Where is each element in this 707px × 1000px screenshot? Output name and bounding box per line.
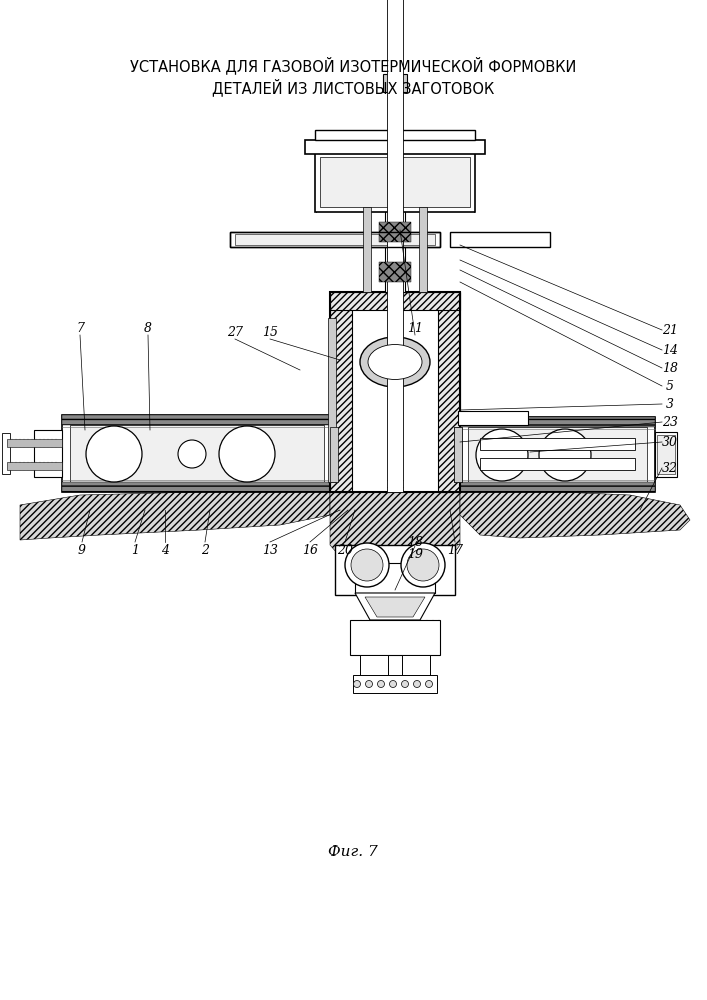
Text: Фиг. 7: Фиг. 7 (328, 845, 378, 859)
Circle shape (539, 429, 591, 481)
Bar (350, 620, 440, 655)
Bar (458, 411, 528, 425)
Bar (363, 207, 371, 292)
Text: 20: 20 (337, 544, 353, 556)
Text: 7: 7 (76, 322, 84, 334)
Circle shape (86, 426, 142, 482)
Bar (62, 415, 332, 492)
Bar (62, 482, 332, 492)
Circle shape (390, 680, 397, 688)
Bar (335, 545, 455, 595)
Bar (454, 427, 462, 482)
Bar (388, 80, 402, 130)
Bar (330, 292, 460, 310)
Text: 23: 23 (662, 416, 678, 428)
Bar (379, 262, 411, 282)
Text: 9: 9 (78, 544, 86, 556)
Circle shape (351, 549, 383, 581)
Text: 21: 21 (662, 324, 678, 336)
Ellipse shape (368, 344, 422, 379)
Circle shape (354, 680, 361, 688)
Text: 11: 11 (407, 322, 423, 334)
Text: УСТАНОВКА ДЛЯ ГАЗОВОЙ ИЗОТЕРМИЧЕСКОЙ ФОРМОВКИ: УСТАНОВКА ДЛЯ ГАЗОВОЙ ИЗОТЕРМИЧЕСКОЙ ФОР… (130, 56, 576, 74)
Text: 30: 30 (662, 436, 678, 448)
Text: 17: 17 (447, 544, 463, 556)
Bar (657, 435, 675, 474)
Bar (34, 430, 62, 477)
Ellipse shape (360, 337, 430, 387)
Text: 1: 1 (131, 544, 139, 556)
Bar (454, 427, 462, 482)
Circle shape (178, 440, 206, 468)
Text: 15: 15 (262, 326, 278, 338)
Polygon shape (355, 593, 435, 620)
Circle shape (401, 543, 445, 587)
Bar (315, 152, 475, 212)
Text: ДЕТАЛЕЙ ИЗ ЛИСТОВЫХ ЗАГОТОВОК: ДЕТАЛЕЙ ИЗ ЛИСТОВЫХ ЗАГОТОВОК (212, 78, 494, 96)
Bar (305, 140, 485, 154)
Bar (379, 222, 411, 242)
Bar (480, 458, 635, 470)
Bar (460, 482, 655, 492)
Bar (353, 675, 437, 693)
Circle shape (366, 680, 373, 688)
Bar (402, 655, 430, 675)
Bar (655, 432, 677, 477)
Circle shape (378, 680, 385, 688)
Bar (460, 417, 655, 427)
Text: 18: 18 (662, 361, 678, 374)
Circle shape (402, 680, 409, 688)
Bar (450, 232, 550, 247)
Bar (352, 310, 438, 492)
Text: 13: 13 (262, 544, 278, 556)
Bar (468, 427, 647, 482)
Text: 3: 3 (666, 397, 674, 410)
Bar (387, 0, 403, 492)
Text: 32: 32 (662, 462, 678, 475)
Bar (320, 157, 470, 207)
Circle shape (426, 680, 433, 688)
Bar (355, 563, 435, 593)
Circle shape (345, 543, 389, 587)
Bar (383, 74, 407, 92)
Text: 5: 5 (666, 379, 674, 392)
Bar (438, 292, 460, 492)
Text: 27: 27 (227, 326, 243, 338)
Bar (330, 292, 460, 492)
Polygon shape (20, 492, 330, 540)
Bar (385, 142, 405, 292)
Bar (360, 655, 388, 675)
Polygon shape (330, 492, 460, 600)
Circle shape (476, 429, 528, 481)
Circle shape (219, 426, 275, 482)
Bar (330, 427, 338, 482)
Text: 19: 19 (407, 548, 423, 560)
Polygon shape (460, 492, 690, 538)
Circle shape (414, 680, 421, 688)
Text: 4: 4 (161, 544, 169, 556)
Bar (62, 415, 332, 425)
Bar (230, 232, 440, 247)
Bar (460, 417, 655, 492)
Text: 2: 2 (201, 544, 209, 556)
Bar (7, 439, 62, 447)
Bar (230, 232, 440, 247)
Polygon shape (365, 597, 425, 617)
Bar (235, 234, 435, 245)
Bar (2, 433, 10, 474)
Text: 18: 18 (407, 536, 423, 548)
Bar (7, 462, 62, 470)
Bar (328, 318, 336, 482)
Bar (419, 207, 427, 292)
Bar (330, 292, 352, 492)
Bar (315, 130, 475, 140)
Bar (480, 438, 635, 450)
Text: 16: 16 (302, 544, 318, 556)
Text: 14: 14 (662, 344, 678, 357)
Text: 8: 8 (144, 322, 152, 334)
Circle shape (407, 549, 439, 581)
Bar (70, 425, 324, 482)
